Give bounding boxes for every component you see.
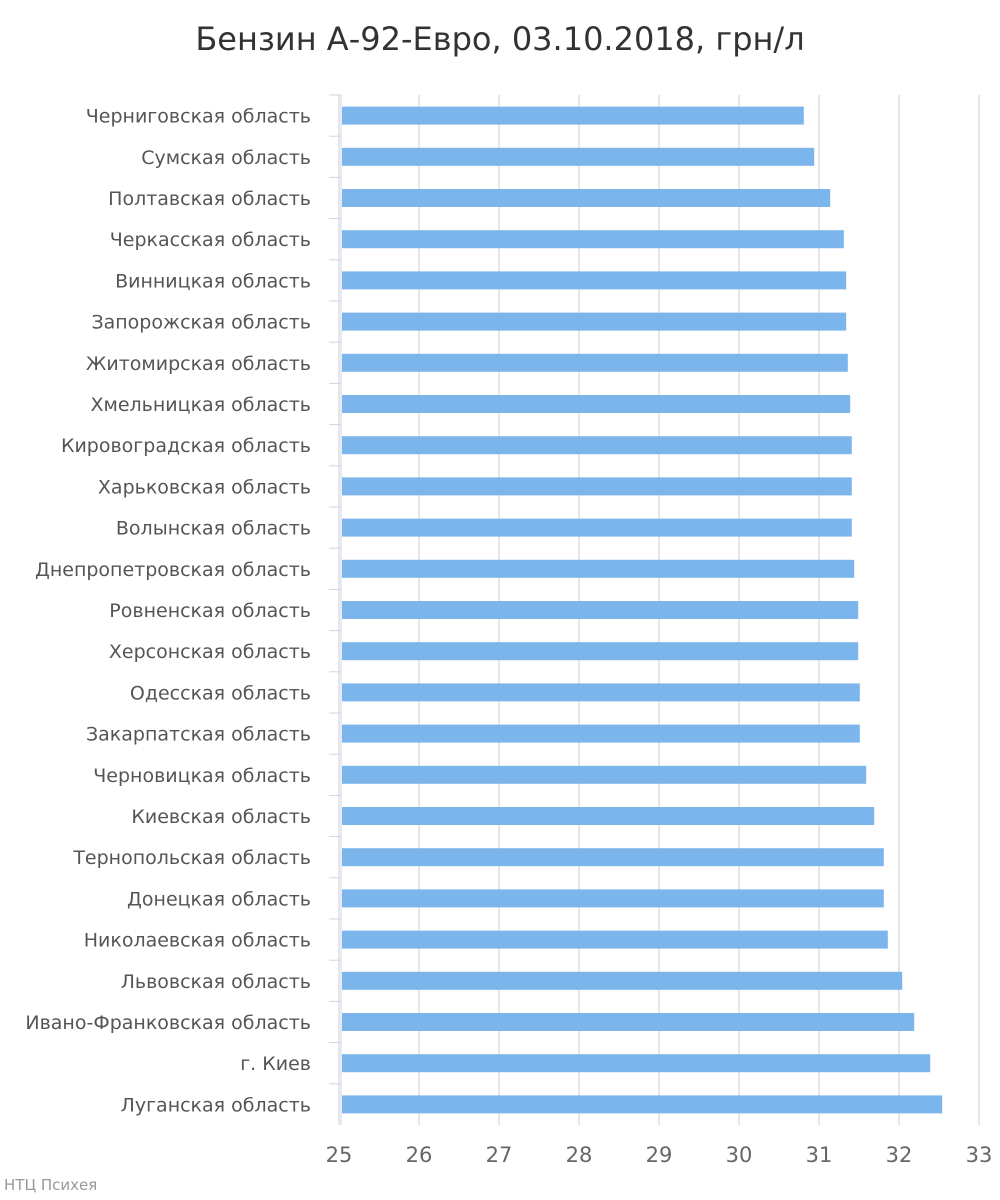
x-tick-label: 29 (646, 1143, 673, 1167)
category-label: Тернопольская область (72, 847, 311, 869)
bar (342, 642, 859, 661)
category-label: Сумская область (141, 147, 311, 169)
category-label: Запорожская область (91, 312, 311, 334)
category-label: Черновицкая область (93, 765, 311, 787)
chart-title: Бензин А-92-Евро, 03.10.2018, грн/л (195, 20, 804, 58)
category-label: Донецкая область (127, 888, 311, 910)
bar (342, 1054, 931, 1073)
bar (342, 601, 859, 619)
bar (342, 312, 847, 331)
bar (342, 436, 852, 455)
bar (342, 889, 884, 908)
category-label: Киевская область (131, 806, 311, 828)
bar (342, 518, 852, 537)
bar (342, 1013, 915, 1031)
category-label: Одесская область (130, 682, 311, 704)
category-label: Ивано-Франковская область (25, 1012, 311, 1034)
category-label: Черкасская область (110, 229, 311, 251)
bar (342, 724, 860, 743)
bar (342, 106, 804, 125)
bar (342, 930, 888, 949)
bar (342, 477, 852, 496)
category-label: г. Киев (240, 1053, 311, 1075)
x-tick-label: 31 (806, 1143, 833, 1167)
bar (342, 395, 851, 413)
x-tick-label: 27 (486, 1143, 513, 1167)
bar (342, 189, 831, 207)
category-label: Полтавская область (108, 188, 311, 210)
bar (342, 271, 847, 290)
category-label: Херсонская область (109, 641, 311, 663)
x-tick-label: 33 (966, 1143, 993, 1167)
bar (342, 765, 867, 784)
bar (342, 683, 860, 702)
x-tick-label: 30 (726, 1143, 753, 1167)
bar (342, 147, 815, 166)
category-label: Харьковская область (98, 476, 311, 498)
bar (342, 848, 884, 867)
bar (342, 230, 844, 249)
bar (342, 807, 875, 825)
x-tick-label: 26 (406, 1143, 433, 1167)
category-label: Кировоградская область (61, 435, 311, 457)
category-label: Луганская область (121, 1094, 311, 1116)
category-label: Закарпатская область (86, 724, 311, 746)
category-label: Винницкая область (115, 270, 311, 292)
category-label: Николаевская область (84, 930, 311, 952)
chart-credit: НТЦ Психея (4, 1176, 97, 1194)
x-tick-label: 25 (326, 1143, 353, 1167)
bar (342, 353, 848, 372)
x-tick-label: 28 (566, 1143, 593, 1167)
category-label: Днепропетровская область (35, 559, 311, 581)
bar (342, 1095, 943, 1114)
category-label: Львовская область (121, 971, 311, 993)
x-tick-label: 32 (886, 1143, 913, 1167)
bar (342, 559, 855, 578)
category-label: Черниговская область (86, 106, 311, 128)
category-label: Волынская область (116, 518, 311, 540)
category-label: Ровненская область (109, 600, 311, 622)
category-label: Хмельницкая область (90, 394, 311, 416)
category-label: Житомирская область (86, 353, 311, 375)
bar (342, 971, 903, 990)
